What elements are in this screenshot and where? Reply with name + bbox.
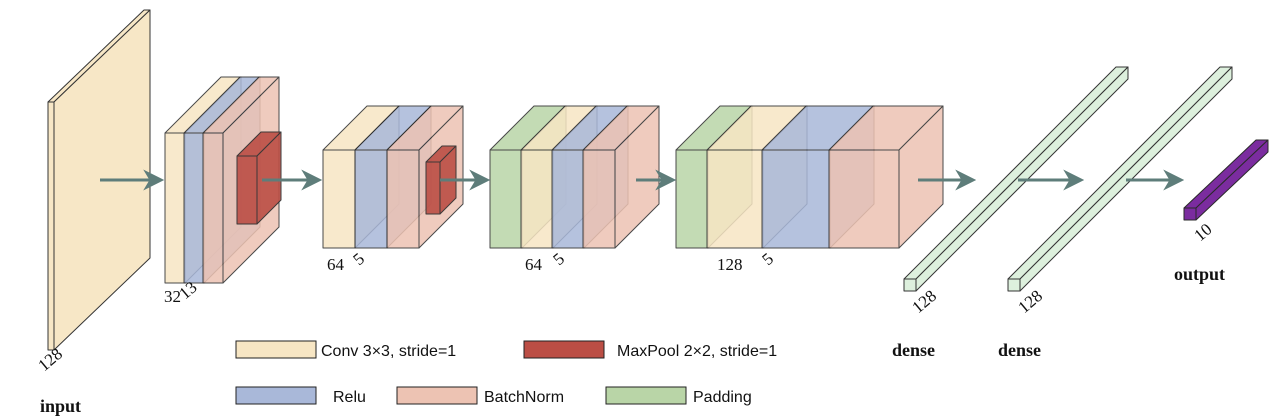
legend-label-maxpool: MaxPool 2×2, stride=1	[617, 343, 777, 360]
block4-batchnorm-layer	[828, 105, 944, 249]
legend-label-relu: Relu	[333, 389, 366, 406]
legend-item-conv: Conv 3×3, stride=1	[235, 340, 456, 360]
legend-label-batchnorm: BatchNorm	[484, 389, 564, 406]
legend-swatch-relu	[235, 386, 317, 405]
legend: Conv 3×3, stride=1 MaxPool 2×2, stride=1…	[235, 340, 777, 406]
legend-item-batchnorm: BatchNorm	[396, 386, 564, 406]
legend-swatch-batchnorm	[396, 386, 478, 405]
legend-label-padding: Padding	[693, 389, 752, 406]
output-label: output	[1174, 264, 1225, 284]
legend-item-maxpool: MaxPool 2×2, stride=1	[523, 340, 777, 360]
dense1-label: dense	[892, 340, 935, 360]
legend-swatch-conv	[235, 340, 317, 359]
block1-depth-label: 32	[164, 287, 181, 306]
legend-swatch-padding	[605, 386, 687, 405]
block3-batchnorm-layer	[582, 105, 660, 249]
output-layer	[1183, 139, 1269, 221]
legend-swatch-maxpool	[523, 340, 605, 359]
block4-depth-label: 128	[717, 255, 743, 274]
input-label: input	[40, 396, 81, 416]
block1-maxpool-layer	[236, 131, 282, 225]
legend-item-relu: Relu	[235, 386, 366, 406]
block3-depth-label: 64	[525, 255, 543, 274]
block3-size-label: 5	[549, 249, 568, 269]
block2-depth-label: 64	[327, 255, 345, 274]
input-dim-label: 128	[34, 344, 66, 375]
legend-label-conv: Conv 3×3, stride=1	[321, 343, 456, 360]
layers-group	[47, 9, 1269, 351]
block4-size-label: 5	[758, 249, 777, 269]
legend-item-padding: Padding	[605, 386, 752, 406]
block2-size-label: 5	[349, 249, 368, 269]
dense2-label: dense	[998, 340, 1041, 360]
output-dim-label: 10	[1190, 220, 1215, 245]
